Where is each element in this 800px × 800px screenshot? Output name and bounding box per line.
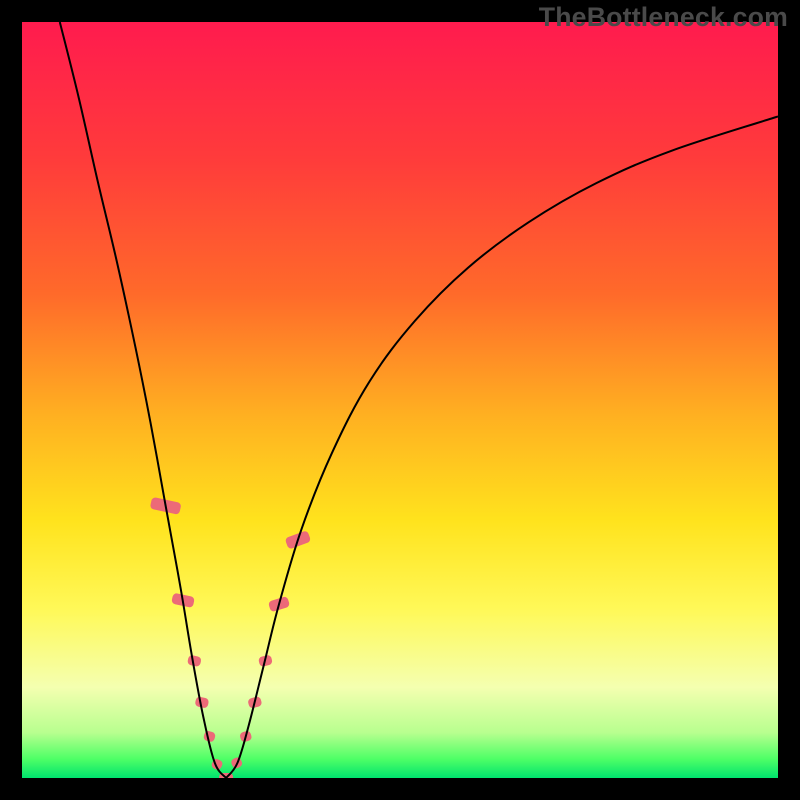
plot-area bbox=[22, 22, 778, 778]
gradient-background bbox=[22, 22, 778, 778]
watermark-text: TheBottleneck.com bbox=[539, 2, 788, 33]
chart-frame: TheBottleneck.com bbox=[0, 0, 800, 800]
bottleneck-curve-chart bbox=[22, 22, 778, 778]
